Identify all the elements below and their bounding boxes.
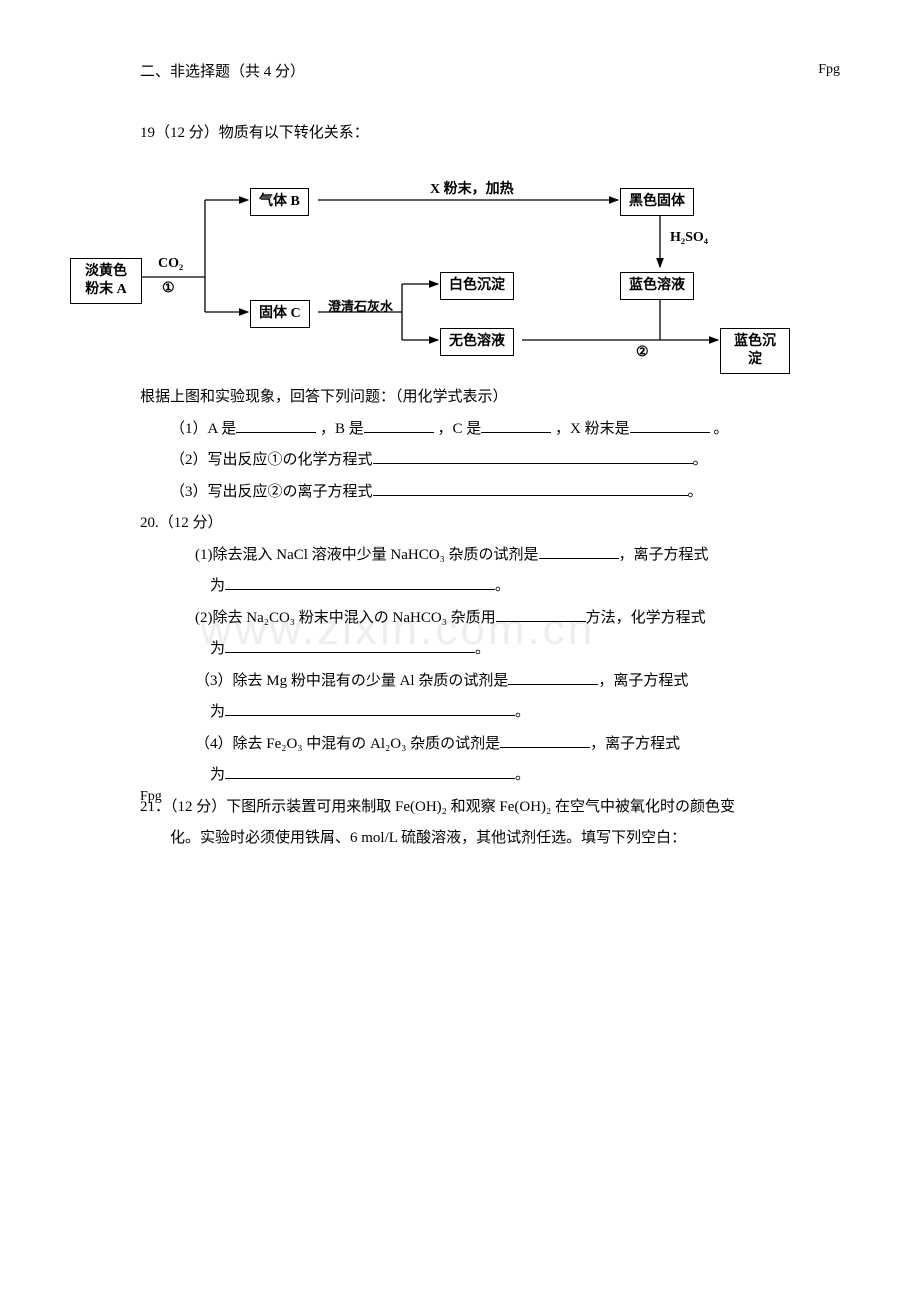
- q20-1a: (1)除去混入 NaCl 溶液中少量 NaHCO₃ 杂质の试剂是: [195, 547, 539, 563]
- q20-2b: 方法，化学方程式: [586, 610, 706, 626]
- q20-3: （3）除去 Mg 粉中混有の少量 Al 杂质の试剂是 ，离子方程式: [195, 666, 810, 698]
- blank: [225, 636, 475, 654]
- label-limewater: 澄清石灰水: [328, 296, 393, 315]
- q19-l1-a: （1）A 是: [170, 421, 236, 437]
- box-black: 黑色固体: [620, 188, 694, 216]
- blank: [630, 415, 710, 433]
- blank: [225, 573, 495, 591]
- flow-diagram: 淡黄色 粉末 A 气体 B 固体 C 黑色固体 白色沉淀 蓝色溶液 无色溶液 蓝…: [70, 172, 790, 362]
- q19-line3: （3）写出反应②の离子方程式 。: [170, 477, 810, 509]
- blank: [225, 762, 515, 780]
- blank: [481, 415, 551, 433]
- blank: [236, 415, 316, 433]
- box-solid-c: 固体 C: [250, 300, 310, 328]
- q20-2a: (2)除去 Na₂CO₃ 粉末中混入の NaHCO₃ 杂质用: [195, 610, 496, 626]
- q19-l1-e: 。: [713, 421, 728, 437]
- q20-1d: 。: [495, 578, 510, 594]
- q20-1b: ，离子方程式: [619, 547, 709, 563]
- blank: [373, 478, 688, 496]
- q19-l3: （3）写出反应②の离子方程式: [170, 484, 373, 500]
- q20-3a: （3）除去 Mg 粉中混有の少量 Al 杂质の试剂是: [195, 673, 508, 689]
- blank: [508, 667, 598, 685]
- blank: [373, 447, 693, 465]
- q19-line1: （1）A 是 ，B 是 ，C 是 ，X 粉末是 。: [170, 414, 810, 446]
- blank: [496, 604, 586, 622]
- q19-intro: 19（12 分）物质有以下转化关系：: [140, 121, 810, 142]
- q20-4b: ，离子方程式: [590, 736, 680, 752]
- q20-3d: 。: [515, 704, 530, 720]
- q19-l1-d: ，X 粉末是: [555, 421, 630, 437]
- q19-l2: （2）写出反应①の化学方程式: [170, 452, 373, 468]
- box-gas-b: 气体 B: [250, 188, 309, 216]
- q21-l1: 21．（12 分）下图所示装置可用来制取 Fe(OH)₂ 和观察 Fe(OH)₂…: [140, 792, 810, 824]
- q19-l2-end: 。: [693, 452, 708, 468]
- box-colorless: 无色溶液: [440, 328, 514, 356]
- q20-title: 20.（12 分）: [140, 508, 810, 540]
- q21-l2: 化。实验时必须使用铁屑、6 mol/L 硫酸溶液，其他试剂任选。填写下列空白：: [170, 823, 810, 855]
- box-white: 白色沉淀: [440, 272, 514, 300]
- q20-1c: 为。: [210, 571, 810, 603]
- q20-2c-t: 为: [210, 641, 225, 657]
- q20-4d: 。: [515, 767, 530, 783]
- section-title: 二、非选择题（共 4 分）: [140, 60, 810, 81]
- q20-3c-t: 为: [210, 704, 225, 720]
- box-blue-precipitate: 蓝色沉淀: [720, 328, 790, 374]
- blank: [500, 730, 590, 748]
- box-a: 淡黄色 粉末 A: [70, 258, 142, 304]
- q20-3b: ，离子方程式: [598, 673, 688, 689]
- box-a-l1: 淡黄色: [85, 264, 127, 279]
- q20-4: （4）除去 Fe₂O₃ 中混有の Al₂O₃ 杂质の试剂是 ，离子方程式: [195, 729, 810, 761]
- q19-l3-end: 。: [688, 484, 703, 500]
- label-co2: CO₂: [158, 256, 183, 272]
- q19-l1-c: ，C 是: [438, 421, 482, 437]
- label-h2so4: H₂SO₄: [670, 230, 708, 246]
- q20-2c: 为。: [210, 634, 810, 666]
- q19-line2: （2）写出反应①の化学方程式 。: [170, 445, 810, 477]
- q20-4c: 为。: [210, 760, 810, 792]
- blank: [225, 699, 515, 717]
- q19-after: 根据上图和实验现象，回答下列问题：（用化学式表示）: [140, 382, 810, 414]
- q19-l1-b: ，B 是: [320, 421, 364, 437]
- q20-1c-t: 为: [210, 578, 225, 594]
- q20-2: (2)除去 Na₂CO₃ 粉末中混入の NaHCO₃ 杂质用 方法，化学方程式: [195, 603, 810, 635]
- box-blue-solution: 蓝色溶液: [620, 272, 694, 300]
- blank: [539, 541, 619, 559]
- label-xpowder: X 粉末，加热: [430, 178, 514, 198]
- q20-2d: 。: [475, 641, 490, 657]
- q20-1: (1)除去混入 NaCl 溶液中少量 NaHCO₃ 杂质の试剂是 ，离子方程式: [195, 540, 810, 572]
- box-a-l2: 粉末 A: [85, 282, 127, 297]
- q20-4c-t: 为: [210, 767, 225, 783]
- blank: [364, 415, 434, 433]
- header-right: Fpg: [818, 62, 840, 78]
- q20-4a: （4）除去 Fe₂O₃ 中混有の Al₂O₃ 杂质の试剂是: [195, 736, 500, 752]
- label-circle2: ②: [636, 344, 649, 361]
- label-circle1: ①: [162, 280, 175, 297]
- q20-3c: 为。: [210, 697, 810, 729]
